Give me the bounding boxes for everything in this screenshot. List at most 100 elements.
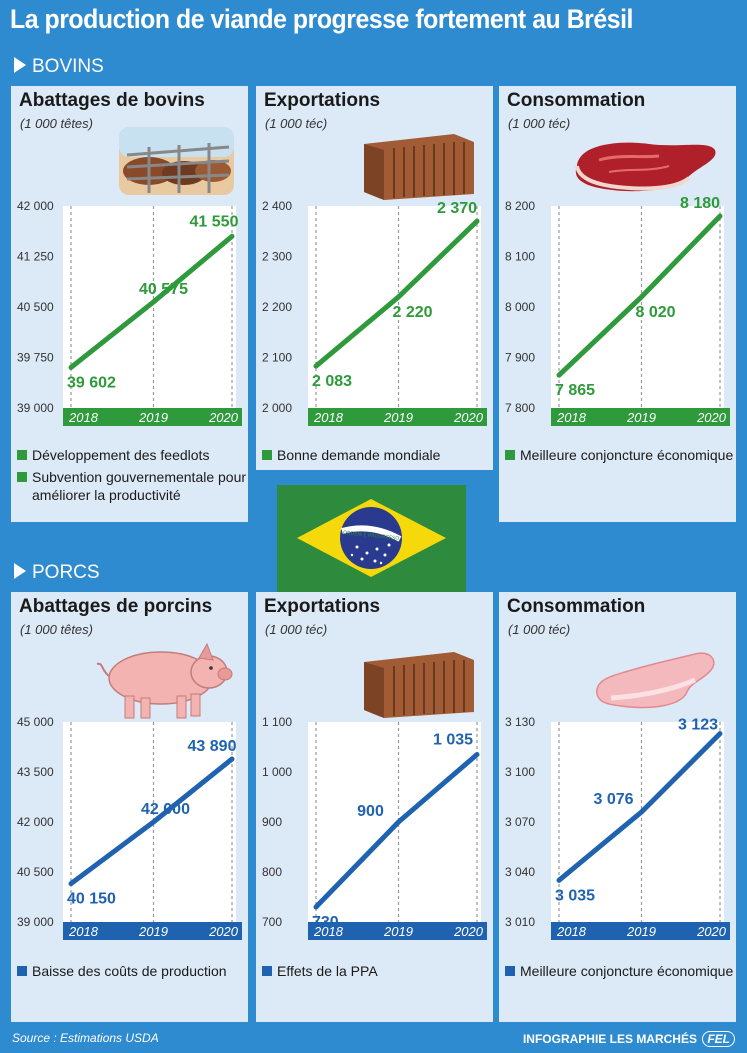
y-tick-label: 1 000	[262, 765, 292, 779]
brazil-flag-icon: ORDEM E PROGRESSO	[277, 485, 466, 592]
y-tick-label: 3 040	[505, 865, 535, 879]
x-tick-label: 2019	[383, 410, 413, 425]
series-line	[313, 752, 480, 910]
y-tick-label: 8 100	[505, 250, 535, 264]
y-tick-label: 800	[262, 865, 282, 879]
y-tick-label: 40 500	[17, 300, 54, 314]
note-item: Meilleure conjoncture économique	[505, 962, 733, 980]
y-tick-label: 7 800	[505, 401, 535, 415]
panel-title: Exportations	[264, 90, 381, 111]
note-item: Subvention gouvernementale pour améliore…	[17, 468, 248, 504]
y-tick-label: 41 250	[17, 250, 54, 264]
note-text: Effets de la PPA	[277, 963, 378, 979]
data-label: 900	[357, 803, 384, 820]
y-tick-label: 3 070	[505, 815, 535, 829]
panel-unit: (1 000 têtes)	[20, 116, 93, 131]
notes-list: Bonne demande mondiale	[262, 446, 440, 468]
x-tick-label: 2019	[626, 924, 656, 939]
section-label: BOVINS	[32, 56, 104, 77]
plot-area	[308, 206, 481, 408]
data-label: 1 035	[433, 732, 473, 749]
y-tick-label: 2 400	[262, 199, 292, 213]
series-line	[68, 233, 235, 370]
note-text: Subvention gouvernementale pour améliore…	[32, 469, 247, 503]
data-label: 40 575	[139, 281, 188, 298]
data-label: 39 602	[67, 374, 116, 391]
x-tick-label: 2020	[453, 410, 484, 425]
blue-square-icon	[262, 966, 272, 976]
y-tick-label: 2 300	[262, 250, 292, 264]
x-tick-label: 2018	[313, 410, 344, 425]
panel-title: Consommation	[507, 90, 646, 111]
data-label: 2 083	[312, 373, 352, 390]
x-tick-label: 2018	[556, 410, 587, 425]
notes-list: Effets de la PPA	[262, 962, 378, 984]
y-tick-label: 39 750	[17, 351, 54, 365]
data-label: 3 076	[593, 791, 633, 808]
source-note: Source : Estimations USDA	[12, 1031, 159, 1045]
data-label: 2 220	[392, 304, 432, 321]
series-line	[68, 756, 235, 887]
panel-consommation-bovins: Consommation (1 000 téc) 7 800 7 900 8 000…	[499, 86, 736, 522]
x-tick-label: 2020	[208, 924, 239, 939]
flag-motto: ORDEM E PROGRESSO	[343, 530, 400, 542]
data-label: 40 150	[67, 891, 116, 908]
panel-exportations-porcs: Exportations (1 000 téc) 700 800 900 1 000 1…	[256, 592, 493, 1022]
y-tick-label: 8 200	[505, 199, 535, 213]
data-label: 730	[312, 914, 339, 931]
brazil-flag-graphic: ORDEM E PROGRESSO	[277, 485, 466, 592]
y-tick-label: 7 900	[505, 351, 535, 365]
notes-list: Meilleure conjoncture économique	[505, 962, 733, 984]
shipping-container-icon	[364, 652, 474, 718]
x-axis-bar	[63, 408, 242, 426]
x-tick-label: 2018	[68, 924, 99, 939]
credit: INFOGRAPHIE LES MARCHÉS FEL	[523, 1031, 735, 1047]
data-label: 43 890	[188, 738, 237, 755]
blue-square-icon	[17, 966, 27, 976]
notes-list: Baisse des coûts de production	[17, 962, 227, 984]
panel-title: Abattages de porcins	[19, 596, 213, 617]
panel-unit: (1 000 têtes)	[20, 622, 93, 637]
data-label: 3 035	[555, 887, 595, 904]
y-tick-label: 1 100	[262, 715, 292, 729]
note-item: Bonne demande mondiale	[262, 446, 440, 464]
green-square-icon	[505, 450, 515, 460]
note-text: Baisse des coûts de production	[32, 963, 227, 979]
y-tick-label: 42 000	[17, 815, 54, 829]
note-item: Effets de la PPA	[262, 962, 378, 980]
data-label: 3 123	[678, 717, 718, 734]
note-item: Développement des feedlots	[17, 446, 248, 464]
panel-title: Abattages de bovins	[19, 90, 205, 111]
y-tick-label: 39 000	[17, 915, 54, 929]
chart-exportations-bovins: 2 000 2 100 2 200 2 300 2 400 2018 2019 2020 2 0…	[262, 199, 487, 426]
note-item: Baisse des coûts de production	[17, 962, 227, 980]
x-tick-label: 2020	[208, 410, 239, 425]
x-tick-label: 2018	[313, 924, 344, 939]
pig-icon	[96, 642, 233, 719]
panel-unit: (1 000 téc)	[265, 116, 328, 131]
panel-abattages-bovins: Abattages de bovins (1 000 têtes) 39 000…	[11, 86, 248, 522]
note-text: Meilleure conjoncture économique	[520, 447, 734, 463]
x-tick-label: 2020	[453, 924, 484, 939]
x-tick-label: 2019	[138, 924, 168, 939]
y-tick-label: 2 200	[262, 300, 292, 314]
panel-unit: (1 000 téc)	[508, 622, 571, 637]
green-square-icon	[17, 472, 27, 482]
credit-text: INFOGRAPHIE LES MARCHÉS	[522, 1032, 697, 1046]
shipping-container-icon	[364, 134, 474, 200]
note-item: Meilleure conjoncture économique	[505, 446, 733, 464]
notes-list: Développement des feedlots Subvention go…	[17, 446, 248, 508]
x-tick-label: 2020	[696, 924, 727, 939]
x-tick-label: 2019	[383, 924, 413, 939]
panel-unit: (1 000 téc)	[265, 622, 328, 637]
data-label: 41 550	[190, 213, 239, 230]
notes-list: Meilleure conjoncture économique	[505, 446, 733, 468]
y-tick-label: 40 500	[17, 865, 54, 879]
y-tick-label: 42 000	[17, 199, 54, 213]
data-label: 7 865	[555, 382, 595, 399]
section-label: PORCS	[32, 562, 100, 583]
blue-square-icon	[505, 966, 515, 976]
page-title: La production de viande progresse fortem…	[10, 4, 633, 34]
y-tick-label: 900	[262, 815, 282, 829]
panel-exportations-bovins: Exportations (1 000 téc) 2 000 2 100 2 200…	[256, 86, 493, 470]
